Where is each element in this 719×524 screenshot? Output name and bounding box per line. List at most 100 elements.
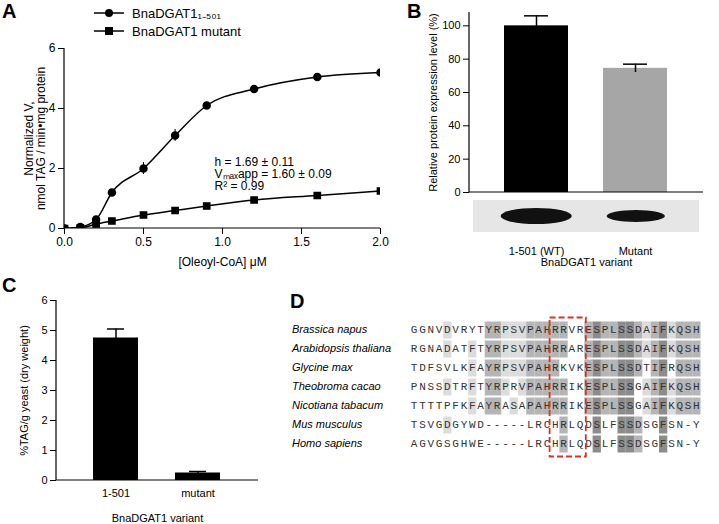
svg-text:D: D [635,343,642,355]
svg-text:V: V [519,343,526,355]
svg-text:R: R [668,362,675,374]
svg-text:-: - [494,438,501,450]
svg-text:R: R [560,343,567,355]
svg-text:BnaDGAT1 variant: BnaDGAT1 variant [112,512,204,524]
svg-text:-: - [510,438,517,450]
svg-text:V: V [444,362,451,374]
svg-text:W: W [469,419,476,431]
svg-text:Glycine max: Glycine max [292,361,353,373]
svg-text:5: 5 [41,324,47,336]
svg-text:A: A [436,343,443,355]
svg-text:T: T [461,343,468,355]
svg-text:R: R [494,362,501,374]
svg-text:3: 3 [41,384,47,396]
svg-text:60: 60 [448,86,460,98]
svg-text:V: V [452,324,459,336]
svg-text:I: I [652,362,659,374]
svg-text:L: L [602,419,609,431]
svg-text:D: D [444,419,451,431]
svg-text:S: S [593,324,600,336]
svg-text:T: T [427,400,434,412]
svg-text:Y: Y [693,438,700,450]
svg-text:S: S [436,362,443,374]
svg-text:Q: Q [676,362,683,374]
svg-text:T: T [477,324,484,336]
svg-text:T: T [411,419,418,431]
svg-text:R: R [461,324,468,336]
svg-text:Mus musculus: Mus musculus [292,418,363,430]
svg-text:P: P [502,362,509,374]
svg-text:20: 20 [448,153,460,165]
svg-text:F: F [469,400,476,412]
svg-text:R: R [494,343,501,355]
svg-text:G: G [452,419,459,431]
svg-text:R: R [577,343,584,355]
svg-text:R: R [560,419,567,431]
svg-text:I: I [569,381,576,393]
svg-text:R: R [494,324,501,336]
svg-text:R: R [494,381,501,393]
svg-text:A: A [519,400,526,412]
svg-text:H: H [693,343,700,355]
svg-text:A: A [643,324,650,336]
svg-text:1: 1 [41,444,47,456]
svg-text:L: L [610,362,617,374]
svg-text:G: G [419,343,426,355]
svg-text:R: R [552,362,559,374]
svg-text:F: F [610,438,617,450]
svg-text:T: T [411,400,418,412]
svg-text:G: G [452,438,459,450]
svg-text:P: P [527,343,534,355]
svg-text:Theobroma cacao: Theobroma cacao [292,380,381,392]
svg-text:L: L [569,438,576,450]
svg-text:S: S [618,362,625,374]
svg-text:W: W [469,438,476,450]
svg-text:P: P [502,381,509,393]
svg-text:D: D [635,419,642,431]
svg-text:S: S [627,343,634,355]
svg-text:F: F [610,419,617,431]
svg-text:S: S [627,362,634,374]
svg-text:A: A [535,343,542,355]
svg-text:K: K [577,362,584,374]
svg-text:R: R [577,324,584,336]
svg-text:S: S [593,362,600,374]
svg-text:A: A [452,343,459,355]
svg-text:R: R [535,438,542,450]
svg-text:2: 2 [41,414,47,426]
svg-text:E: E [477,438,484,450]
svg-text:S: S [510,400,517,412]
svg-text:A: A [477,400,484,412]
svg-text:F: F [660,343,667,355]
svg-text:V: V [519,362,526,374]
svg-text:T: T [643,362,650,374]
svg-text:T: T [419,400,426,412]
svg-text:Arabidopsis thaliana: Arabidopsis thaliana [291,342,391,354]
svg-text:G: G [652,438,659,450]
svg-text:S: S [627,438,634,450]
svg-text:1.0: 1.0 [214,235,231,249]
svg-text:A: A [535,324,542,336]
svg-text:Y: Y [486,324,493,336]
svg-text:4: 4 [41,354,47,366]
svg-text:Y: Y [486,362,493,374]
svg-text:F: F [660,324,667,336]
svg-text:Y: Y [486,400,493,412]
svg-text:%TAG/g yeast (dry weight): %TAG/g yeast (dry weight) [18,325,30,456]
svg-text:-: - [486,419,493,431]
svg-text:BnaDGAT1 variant: BnaDGAT1 variant [541,256,633,268]
svg-text:H: H [693,400,700,412]
svg-text:S: S [685,362,692,374]
svg-text:S: S [510,362,517,374]
svg-text:V: V [427,419,434,431]
svg-text:T: T [477,381,484,393]
svg-text:F: F [660,438,667,450]
svg-text:A: A [502,400,509,412]
svg-text:L: L [527,419,534,431]
svg-text:A: A [643,400,650,412]
svg-text:T: T [452,381,459,393]
svg-text:N: N [676,419,683,431]
svg-text:S: S [427,381,434,393]
svg-text:S: S [618,400,625,412]
svg-text:N: N [427,324,434,336]
